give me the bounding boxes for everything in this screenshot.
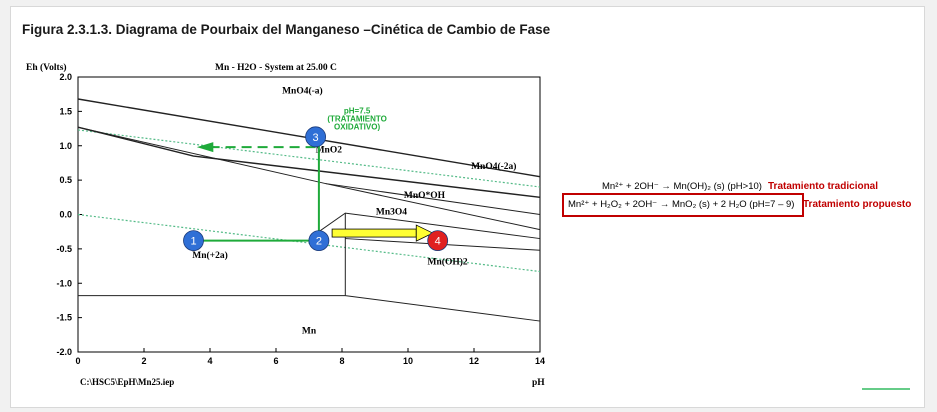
chart-title: Mn - H2O - System at 25.00 C [215, 63, 337, 73]
y-tick-label: 2.0 [59, 72, 72, 82]
phase-boundary [77, 126, 541, 199]
region-label: MnO*OH [404, 191, 446, 201]
x-tick-label: 12 [469, 356, 479, 366]
region-label: MnO4(-2a) [471, 161, 516, 172]
label-proposed: Tratamiento propuesto [803, 199, 912, 210]
y-tick-label: -1.0 [56, 278, 72, 288]
annotation-text: (TRATAMIENTO [327, 114, 387, 123]
region-label: Mn(+2a) [192, 250, 228, 261]
y-tick-label: 0.0 [59, 210, 72, 220]
equation-traditional: Mn²⁺ + 2OH⁻ → Mn(OH)₂ (s) (pH>10) [602, 181, 762, 192]
arrow-head-left [196, 142, 214, 153]
annotation-text: pH=7.5 [344, 106, 371, 115]
x-tick-label: 14 [535, 356, 545, 366]
step-marker [305, 126, 327, 148]
x-tick-label: 8 [339, 356, 344, 366]
annotation-text: OXIDATIVO) [334, 122, 380, 131]
label-traditional: Tratamiento tradicional [768, 181, 879, 192]
step-marker [183, 230, 204, 252]
step-marker-label: 1 [190, 236, 196, 248]
decorative-green-line [862, 388, 910, 390]
step-marker-label: 2 [316, 236, 322, 248]
figure-title: Figura 2.3.1.3. Diagrama de Pourbaix del… [22, 22, 551, 37]
step-marker-label: 4 [435, 236, 441, 248]
yellow-arrow-head [415, 224, 434, 242]
plot-area [77, 76, 541, 353]
region-label: Mn3O4 [376, 208, 407, 218]
y-tick-label: 1.5 [59, 106, 72, 116]
phase-boundary [345, 295, 541, 322]
x-tick-label: 6 [273, 356, 278, 366]
y-tick-label: -0.5 [56, 244, 72, 254]
water-stability-line [77, 129, 541, 188]
y-axis-label: Eh (Volts) [26, 62, 67, 73]
x-tick-label: 2 [141, 356, 146, 366]
region-label: Mn(OH)2 [428, 257, 468, 268]
y-tick-label: -2.0 [56, 347, 72, 357]
region-label: MnO4(-a) [282, 86, 323, 97]
y-tick-label: 1.0 [59, 141, 72, 151]
x-tick-label: 4 [207, 356, 212, 366]
x-tick-label: 0 [75, 356, 80, 366]
y-tick-label: 0.5 [59, 175, 72, 185]
step-marker [427, 230, 449, 252]
x-tick-label: 10 [403, 356, 413, 366]
step-marker-label: 3 [313, 132, 319, 144]
phase-boundary [325, 183, 541, 231]
x-axis-label: pH [532, 378, 545, 388]
yellow-arrow-body [331, 228, 417, 238]
chart-footer-path: C:\HSC5\EpH\Mn25.iep [80, 377, 174, 387]
equation-proposed: Mn²⁺ + H₂O₂ + 2OH⁻ → MnO₂ (s) + 2 H₂O (p… [568, 199, 795, 210]
y-tick-label: -1.5 [56, 313, 72, 323]
step-marker [308, 230, 330, 252]
proposed-highlight-box [562, 193, 804, 217]
region-label: MnO2 [316, 146, 343, 156]
region-label: Mn [302, 326, 317, 336]
